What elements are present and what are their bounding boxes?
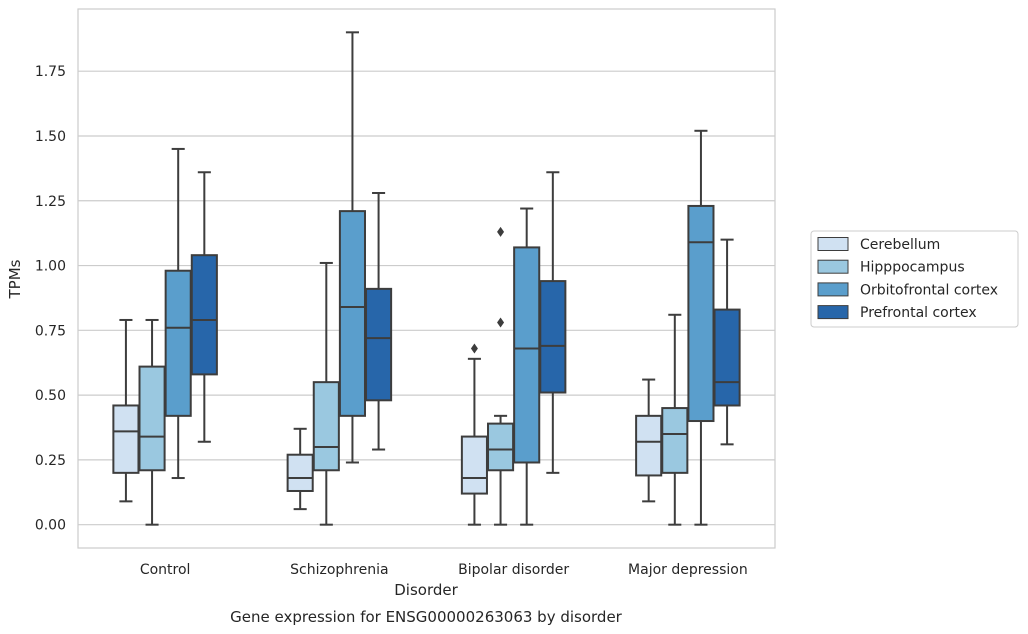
box-body [365, 287, 393, 402]
box-body [190, 254, 218, 376]
box [164, 147, 192, 480]
legend-frame [810, 230, 1019, 328]
y-tick-labels: 0.00 0.25 0.50 0.75 1.00 1.25 1.50 1.75 [35, 64, 66, 533]
y-tick-label: 1.00 [35, 259, 66, 275]
outlier-marker [497, 226, 505, 237]
legend-swatch [817, 282, 849, 297]
legend-item: Prefrontal cortex [817, 305, 977, 321]
box [661, 313, 689, 526]
legend: Cerebellum Hipppocampus Orbitofrontal cort… [810, 230, 1019, 328]
box [539, 171, 567, 474]
y-axis-title: TPMs [6, 259, 24, 299]
box-body [487, 422, 515, 472]
y-tick-label: 0.00 [35, 518, 66, 534]
x-tick-label: Major depression [628, 562, 748, 578]
outlier-marker [470, 343, 478, 354]
box-body [687, 204, 715, 423]
box [487, 226, 515, 526]
box-body [513, 246, 541, 464]
box-body [338, 210, 366, 417]
box [286, 427, 314, 511]
y-tick-label: 0.75 [35, 323, 66, 339]
y-tick-label: 1.25 [35, 194, 66, 210]
chart-title: Gene expression for ENSG00000263063 by d… [230, 608, 623, 626]
legend-label: Prefrontal cortex [860, 305, 977, 321]
x-tick-label: Control [140, 562, 191, 578]
y-tick-label: 1.50 [35, 129, 66, 145]
box [687, 129, 715, 526]
box-body [460, 435, 488, 495]
legend-item: Orbitofrontal cortex [817, 282, 998, 298]
legend-label: Orbitofrontal cortex [860, 282, 998, 298]
box [635, 378, 663, 503]
box-body [164, 269, 192, 417]
box [460, 343, 488, 526]
box [312, 261, 340, 526]
box [713, 238, 741, 446]
box [513, 207, 541, 526]
x-tick-label: Bipolar disorder [458, 562, 569, 578]
box-body [713, 308, 741, 407]
box [338, 31, 366, 464]
box-body [635, 414, 663, 477]
box [138, 318, 166, 526]
box-body [312, 381, 340, 472]
box-body [138, 365, 166, 472]
box-body [112, 404, 140, 474]
box [112, 318, 140, 503]
y-tick-label: 0.25 [35, 453, 66, 469]
legend-item: Hipppocampus [817, 259, 965, 276]
x-axis-title: Disorder [394, 581, 458, 599]
x-tick-labels: Control Schizophrenia Bipolar disorder Majo… [140, 562, 748, 578]
legend-swatch [817, 259, 849, 274]
box-body [539, 280, 567, 394]
outlier-marker [497, 317, 505, 328]
y-tick-label: 1.75 [35, 64, 66, 80]
box-body [661, 407, 689, 474]
legend-label: Hipppocampus [860, 260, 965, 276]
legend-swatch [817, 237, 849, 251]
boxes [112, 31, 741, 526]
legend-item: Cerebellum [817, 237, 940, 253]
x-tick-label: Schizophrenia [290, 562, 388, 578]
y-tick-label: 0.50 [35, 388, 66, 404]
box-body [286, 453, 314, 492]
legend-label: Cerebellum [860, 237, 940, 253]
legend-swatch [817, 305, 849, 320]
box [190, 171, 218, 443]
box [365, 191, 393, 451]
